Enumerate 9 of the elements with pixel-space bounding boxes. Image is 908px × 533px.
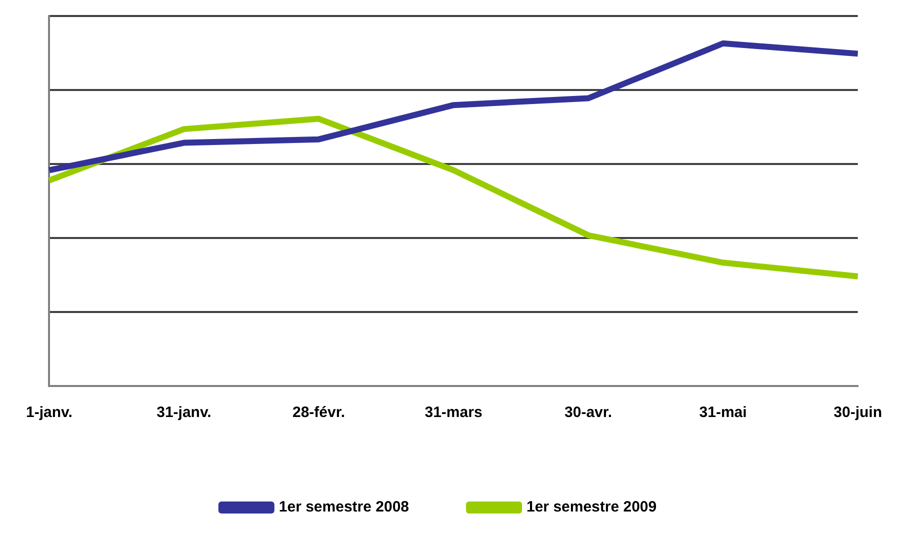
x-tick-label: 30-juin — [834, 404, 882, 422]
x-tick-label: 30-avr. — [564, 404, 612, 422]
x-tick-label: 31-mars — [424, 404, 482, 422]
x-tick-label: 28-févr. — [292, 404, 346, 422]
x-tick-label: 31-mai — [699, 404, 747, 422]
legend-label: 1er semestre 2008 — [278, 498, 409, 516]
x-tick-label: 1-janv. — [26, 404, 72, 422]
legend-label: 1er semestre 2009 — [526, 498, 657, 516]
x-tick-label: 31-janv. — [156, 404, 212, 422]
